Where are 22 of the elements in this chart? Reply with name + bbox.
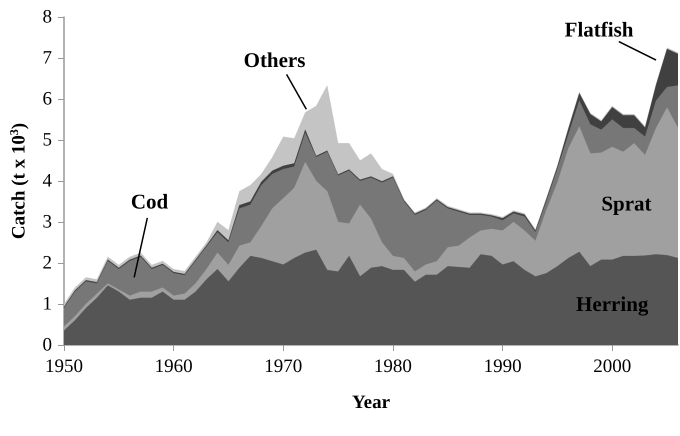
series-label: Herring bbox=[576, 292, 649, 316]
y-tick-label: 3 bbox=[42, 212, 52, 232]
x-tick-label: 1980 bbox=[374, 356, 412, 377]
y-tick-label: 7 bbox=[42, 48, 52, 68]
series-label: Sprat bbox=[601, 192, 652, 216]
y-tick-label: 1 bbox=[42, 294, 52, 314]
x-tick-label: 1960 bbox=[154, 356, 193, 377]
y-tick-label: 6 bbox=[42, 88, 52, 110]
text: Cod bbox=[130, 190, 169, 214]
series-label: Flatfish bbox=[564, 17, 634, 42]
series-label: Others bbox=[244, 48, 306, 72]
y-axis-title: Catch (t x 103) bbox=[7, 122, 30, 240]
x-axis-title: Year bbox=[352, 392, 391, 413]
y-tick-label: 8 bbox=[42, 6, 52, 28]
y-tick-label: 5 bbox=[42, 130, 52, 150]
x-tick-label: 1990 bbox=[484, 356, 522, 377]
y-tick-label: 4 bbox=[42, 170, 52, 192]
y-tick-label: 2 bbox=[42, 252, 52, 274]
x-tick-label: 1970 bbox=[264, 356, 302, 377]
x-tick-label: 2000 bbox=[593, 356, 632, 377]
y-tick-label: 0 bbox=[42, 334, 52, 356]
x-tick-label: 1950 bbox=[45, 356, 83, 377]
